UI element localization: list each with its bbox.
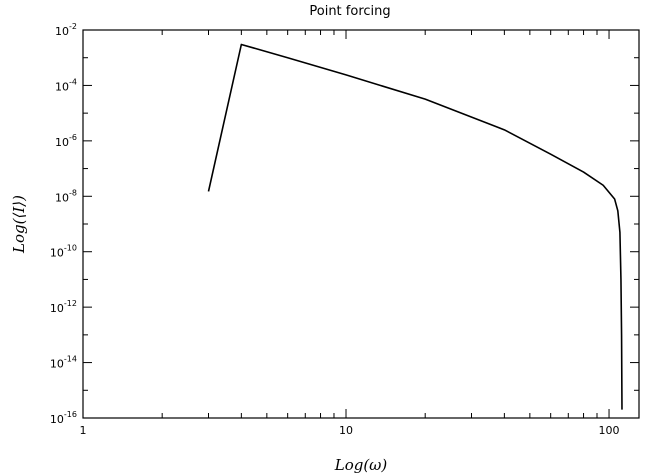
chart-title: Point forcing <box>309 4 390 19</box>
x-tick-label: 100 <box>599 424 620 437</box>
y-tick-label: 10-10 <box>50 244 77 260</box>
y-tick-label: 10-12 <box>50 299 77 315</box>
x-tick-label: 1 <box>80 424 87 437</box>
x-tick-label: 10 <box>339 424 353 437</box>
y-tick-label: 10-14 <box>50 355 77 371</box>
y-tick-label: 10-4 <box>55 77 77 93</box>
y-tick-labels: 10-2 10-4 10-6 10-8 10-10 10-12 10-14 10-16 <box>50 22 77 426</box>
x-tick-labels: 1 10 100 <box>80 424 620 437</box>
y-axis-title: Log(⟨I⟩) <box>10 195 28 254</box>
y-tick-label: 10-16 <box>50 410 77 426</box>
y-tick-label: 10-6 <box>55 133 77 149</box>
y-tick-label: 10-2 <box>55 22 77 38</box>
plot-frame <box>82 29 640 419</box>
series-line <box>207 43 623 410</box>
y-tick-label: 10-8 <box>55 188 77 204</box>
x-axis-title: Log(ω) <box>334 456 388 474</box>
axis-ticks <box>82 29 639 419</box>
